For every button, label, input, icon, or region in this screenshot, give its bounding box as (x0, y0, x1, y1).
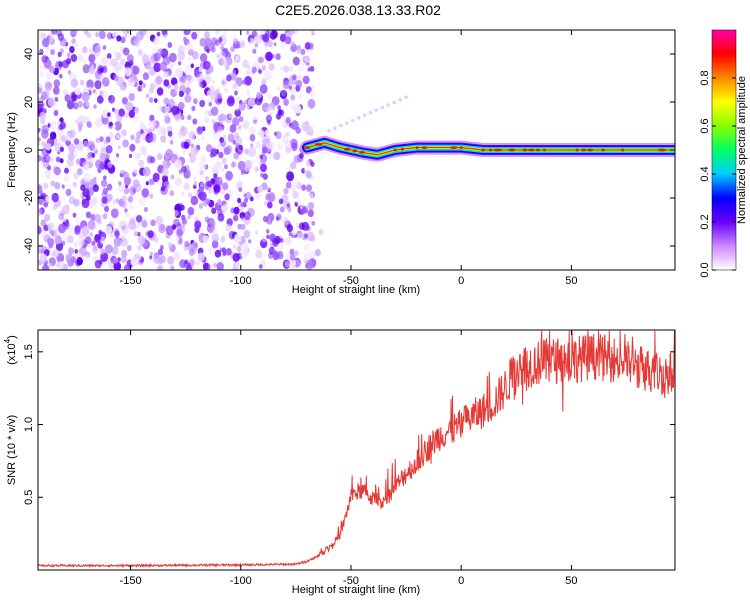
spec-x-tick-label: -50 (343, 275, 359, 287)
colorbar-ticks: 0.0 0.2 0.4 0.6 0.8 (699, 70, 736, 278)
colorbar-label: Normalized spectral amplitude (736, 76, 748, 224)
snr-y-tick-label: 0.5 (23, 490, 35, 505)
snr-y-tick-label: 1.0 (23, 417, 35, 432)
colorbar: 0.0 0.2 0.4 0.6 0.8 Normalized spectral ampl… (699, 29, 748, 278)
snr-plot-area (38, 330, 675, 569)
svg-text:(x104): (x104) (3, 335, 18, 365)
spectrogram-y-axis-label: Frequency (Hz) (6, 112, 18, 188)
colorbar-tick-label: 0.8 (699, 70, 711, 85)
spectrogram-content (38, 30, 675, 270)
snr-x-tick-label: 0 (458, 575, 464, 587)
snr-x-tick-label: -100 (230, 575, 252, 587)
spectrogram-x-ticks: -150 -100 -50 0 50 (120, 30, 578, 287)
spectrogram-y-ticks: -40 -20 0 20 40 (23, 48, 675, 254)
snr-panel: -150 -100 -50 0 50 0.5 1.0 1.5 Height of strai… (3, 329, 676, 596)
snr-x-tick-label: -50 (343, 575, 359, 587)
snr-multiplier-exp: 4 (3, 338, 12, 343)
colorbar-tick-label: 0.2 (699, 214, 711, 229)
figure-title: C2E5.2026.038.13.33.R02 (275, 2, 441, 18)
snr-y-tick-label: 1.5 (23, 344, 35, 359)
spec-y-tick-label: -40 (23, 238, 35, 254)
colorbar-tick-label: 0.6 (699, 118, 711, 133)
snr-x-axis-label: Height of straight line (km) (292, 584, 420, 596)
spec-y-tick-label: 40 (23, 48, 35, 60)
snr-multiplier: (x104) (3, 335, 18, 365)
snr-multiplier-base: (x10 (6, 343, 18, 364)
signal-band-layer-7 (306, 142, 675, 156)
spec-x-tick-label: 0 (458, 275, 464, 287)
spec-x-tick-label: -150 (120, 275, 142, 287)
spectrogram-panel: -150 -100 -50 0 50 -40 -20 0 20 40 Height of str… (6, 29, 676, 296)
spec-y-tick-label: 0 (23, 147, 35, 153)
colorbar-tick-label: 0.0 (699, 262, 711, 277)
snr-y-axis-label: SNR (10 * v/v) (6, 415, 18, 485)
spec-x-tick-label: -100 (230, 275, 252, 287)
snr-x-tick-label: -150 (120, 575, 142, 587)
spec-y-tick-label: -20 (23, 190, 35, 206)
snr-x-tick-label: 50 (565, 575, 577, 587)
spectrogram-x-axis-label: Height of straight line (km) (292, 284, 420, 296)
colorbar-tick-label: 0.4 (699, 166, 711, 181)
colorbar-gradient (711, 29, 737, 271)
snr-y-ticks: 0.5 1.0 1.5 (23, 344, 675, 505)
snr-x-ticks: -150 -100 -50 0 50 (120, 330, 578, 587)
spec-x-tick-label: 50 (565, 275, 577, 287)
spec-y-tick-label: 20 (23, 96, 35, 108)
snr-frame (37, 329, 676, 571)
snr-line (38, 330, 675, 569)
